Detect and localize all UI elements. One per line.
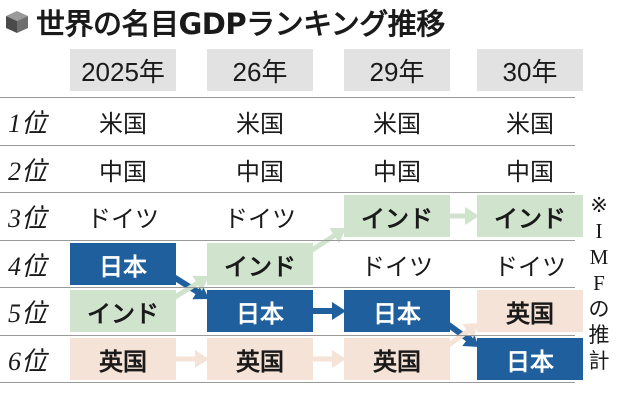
country-cell: 中国 <box>373 157 421 186</box>
country-cell: ドイツ <box>224 204 296 233</box>
country-cell: 日本 <box>344 290 450 332</box>
country-cell: インド <box>207 243 313 285</box>
country-cell: 日本 <box>70 243 176 285</box>
rank-label: 3位 <box>8 203 48 233</box>
rank-change-arrow <box>307 230 341 255</box>
country-cell: 米国 <box>506 109 554 138</box>
rank-change-arrow <box>170 278 204 302</box>
country-cell: 米国 <box>373 109 421 138</box>
country-cell: 中国 <box>99 157 147 186</box>
rank-label: 1位 <box>8 108 48 138</box>
row-divider <box>0 382 575 383</box>
column-header: 26年 <box>207 49 313 91</box>
page-title: 世界の名目GDPランキング推移 <box>36 7 445 41</box>
row-divider <box>0 240 575 241</box>
country-cell: インド <box>344 195 450 237</box>
rank-label: 2位 <box>8 156 48 186</box>
country-cell: 英国 <box>477 290 583 332</box>
rank-label: 4位 <box>8 251 48 281</box>
country-cell: インド <box>477 195 583 237</box>
country-cell: 中国 <box>236 157 284 186</box>
column-header: 29年 <box>344 49 450 91</box>
country-cell: インド <box>70 290 176 332</box>
rank-change-arrow <box>170 273 204 298</box>
country-cell: ドイツ <box>494 252 566 281</box>
cube-icon <box>6 11 28 33</box>
country-cell: 米国 <box>99 109 147 138</box>
country-cell: ドイツ <box>87 204 159 233</box>
country-cell: 英国 <box>344 338 450 380</box>
title-bar: 世界の名目GDPランキング推移 <box>4 2 445 42</box>
country-cell: 英国 <box>70 338 176 380</box>
column-header: 30年 <box>477 49 583 91</box>
row-divider <box>0 287 575 288</box>
country-cell: 米国 <box>236 109 284 138</box>
source-note: ※ I M F の推計 <box>588 193 610 373</box>
country-cell: 中国 <box>506 157 554 186</box>
row-divider <box>0 335 575 336</box>
rank-label: 6位 <box>8 346 48 376</box>
row-divider <box>0 145 575 146</box>
row-divider <box>0 97 575 98</box>
country-cell: 日本 <box>477 338 583 380</box>
country-cell: ドイツ <box>361 252 433 281</box>
country-cell: 英国 <box>207 338 313 380</box>
rank-label: 5位 <box>8 298 48 328</box>
country-cell: 日本 <box>207 290 313 332</box>
row-divider <box>0 192 575 193</box>
column-header: 2025年 <box>70 49 176 91</box>
